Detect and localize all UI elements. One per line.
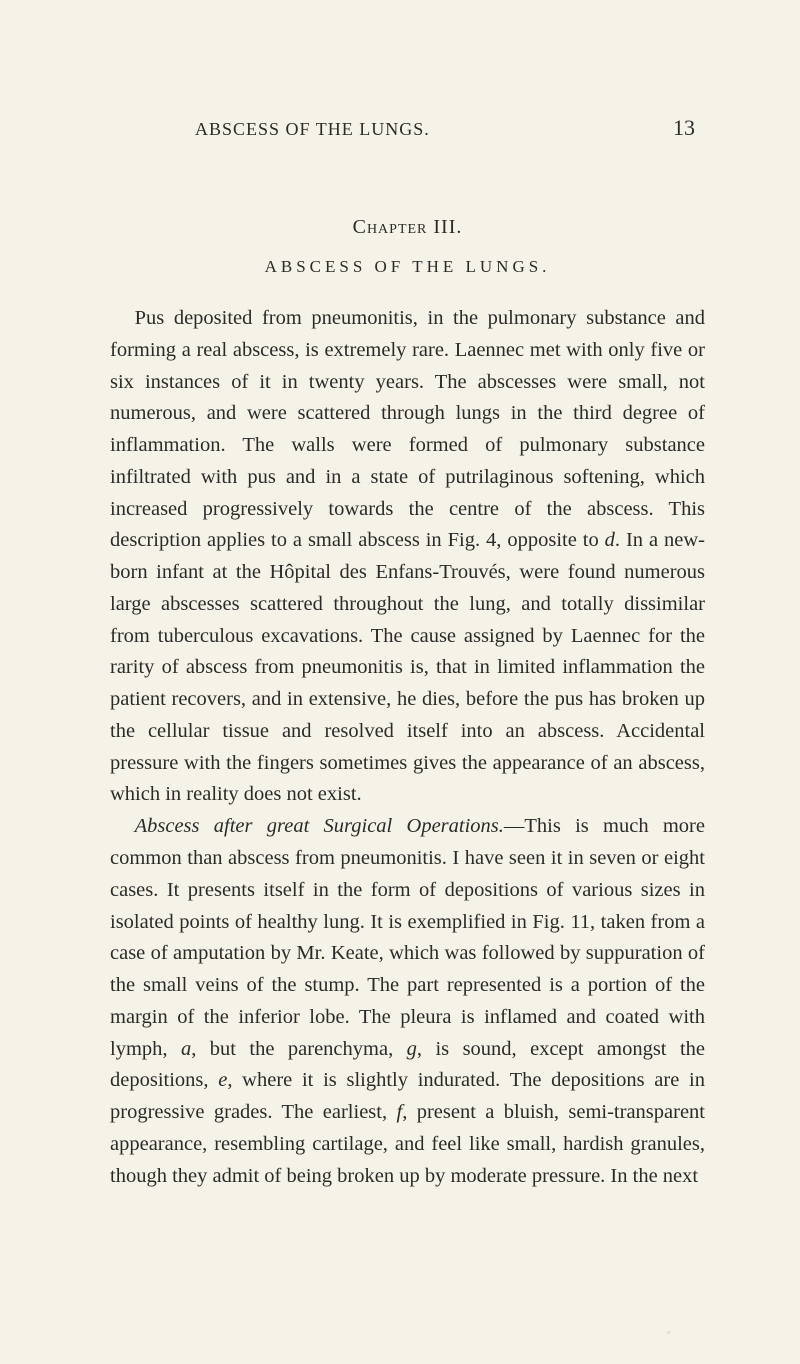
chapter-subtitle: ABSCESS OF THE LUNGS. bbox=[110, 257, 705, 277]
chapter-label: Chapter III. bbox=[110, 216, 705, 239]
paragraph-1: Pus deposited from pneumonitis, in the p… bbox=[110, 303, 705, 811]
running-header: ABSCESS OF THE LUNGS. 13 bbox=[110, 115, 705, 141]
p2-text-a: —This is much more common than abscess f… bbox=[110, 815, 705, 1059]
italic-a: a bbox=[181, 1038, 191, 1060]
p1-text-a: Pus deposited from pneumonitis, in the p… bbox=[110, 307, 705, 551]
paragraph-2: Abscess after great Surgical Operations.… bbox=[110, 811, 705, 1192]
page-number: 13 bbox=[673, 115, 695, 141]
page-container: ABSCESS OF THE LUNGS. 13 Chapter III. AB… bbox=[0, 0, 800, 1252]
p1-text-b: . In a new-born infant at the Hôpital de… bbox=[110, 529, 705, 805]
body-text: Pus deposited from pneumonitis, in the p… bbox=[110, 303, 705, 1192]
paper-noise-icon bbox=[667, 1331, 670, 1334]
p2-text-b: , but the parenchyma, bbox=[191, 1038, 406, 1060]
italic-d: d bbox=[605, 529, 615, 551]
p2-lead-italic: Abscess after great Surgical Operations. bbox=[135, 815, 504, 837]
italic-e: e bbox=[218, 1069, 227, 1091]
italic-g: g bbox=[407, 1038, 417, 1060]
running-title: ABSCESS OF THE LUNGS. bbox=[195, 119, 430, 140]
